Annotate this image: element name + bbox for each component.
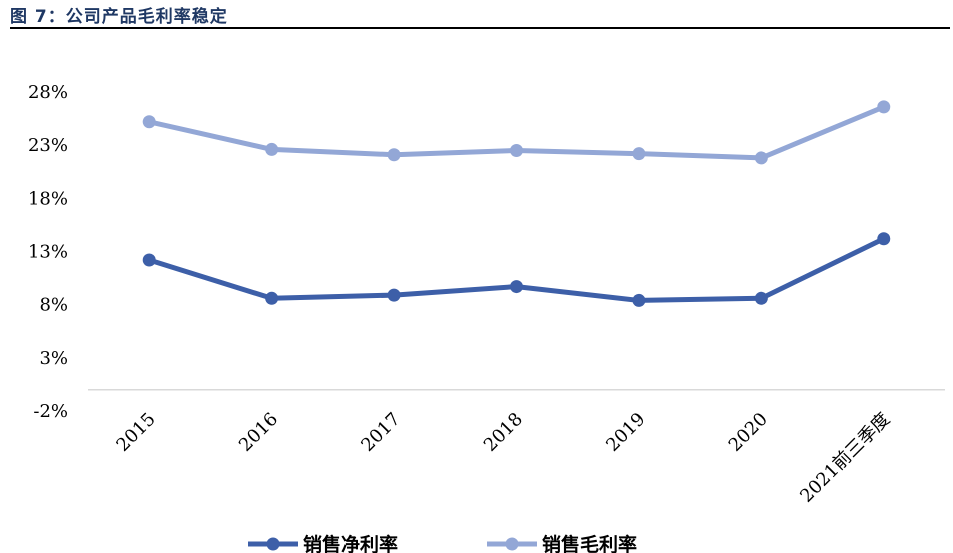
x-tick-label: 2019 (602, 409, 649, 456)
data-point (877, 232, 891, 246)
legend-marker (266, 537, 280, 551)
y-tick-label: 8% (39, 295, 68, 316)
data-point (632, 293, 646, 307)
legend: 销售净利率 销售毛利率 (248, 533, 637, 553)
figure-title: 图 7：公司产品毛利率稳定 (10, 7, 228, 27)
legend-item: 销售净利率 (248, 533, 398, 553)
y-tick-label: -2% (33, 401, 68, 422)
data-point (387, 148, 401, 162)
legend-marker (505, 537, 519, 551)
legend-label: 销售毛利率 (542, 533, 637, 553)
y-tick-label: 18% (28, 188, 68, 209)
y-tick-label: 28% (28, 82, 68, 103)
data-point (754, 151, 768, 165)
legend-item: 销售毛利率 (487, 533, 637, 553)
y-tick-label: 3% (39, 348, 68, 369)
series-2 (142, 100, 891, 165)
data-point (265, 291, 279, 305)
data-point (142, 253, 156, 267)
x-tick-label: 2018 (480, 409, 527, 456)
x-tick-label: 2017 (357, 409, 404, 456)
y-axis: 28% 23% 18% 13% 8% 3% -2% (28, 82, 68, 422)
x-tick-label: 2020 (725, 409, 772, 456)
data-point (387, 288, 401, 302)
title-divider (10, 27, 950, 29)
legend-label: 销售净利率 (303, 533, 398, 553)
series-layer (142, 100, 891, 307)
data-point (510, 280, 523, 294)
y-tick-label: 23% (28, 135, 68, 156)
data-point (754, 291, 768, 305)
x-axis: 2015 2016 2017 2018 2019 2020 2021前三季度 (88, 388, 945, 507)
data-point (510, 143, 523, 157)
y-tick-label: 13% (28, 242, 68, 263)
data-point (142, 115, 156, 129)
x-tick-label: 2016 (235, 409, 282, 456)
x-tick-label: 2021前三季度 (796, 409, 894, 507)
data-point (877, 100, 891, 114)
data-point (265, 142, 279, 156)
x-tick-label: 2015 (113, 409, 160, 456)
series-1 (142, 232, 891, 307)
data-point (632, 147, 646, 161)
